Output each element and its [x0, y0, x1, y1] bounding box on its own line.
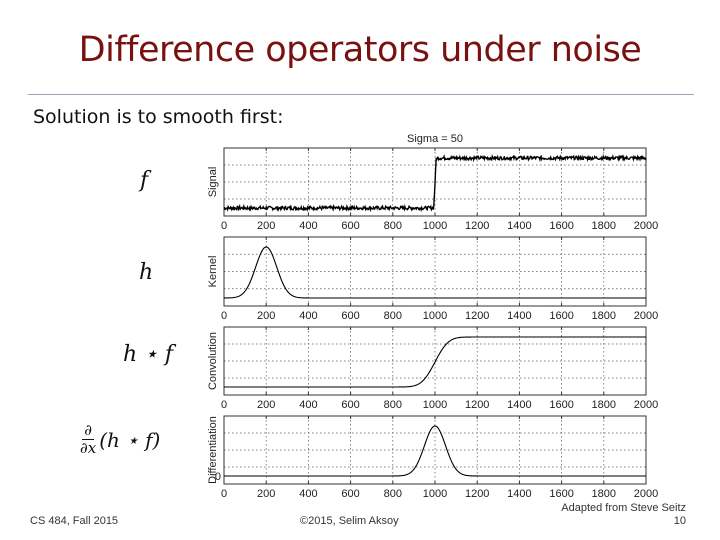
x-tick-label: 1000: [423, 399, 447, 411]
slide-title: Difference operators under noise: [78, 30, 642, 70]
footer-credit: Adapted from Steve Seitz: [561, 502, 686, 514]
x-tick-label: 1200: [465, 399, 489, 411]
x-tick-label: 400: [299, 310, 317, 322]
x-tick-label: 400: [299, 220, 317, 232]
derivative-fraction: ∂ ∂x: [80, 422, 96, 457]
x-tick-label: 1000: [423, 310, 447, 322]
x-tick-label: 1400: [507, 310, 531, 322]
x-tick-label: 400: [299, 488, 317, 500]
y-axis-label: Signal: [207, 167, 219, 198]
series-line-kernel: [224, 246, 646, 299]
x-tick-label: 2000: [634, 310, 658, 322]
x-tick-label: 1200: [465, 310, 489, 322]
y-axis-label: Convolution: [207, 332, 219, 390]
footer-copyright: ©2015, Selim Aksoy: [300, 515, 399, 527]
x-tick-label: 0: [221, 310, 227, 322]
x-tick-label: 0: [221, 220, 227, 232]
plot-frame: [223, 236, 647, 307]
x-tick-label: 800: [384, 399, 402, 411]
x-tick-label: 800: [384, 488, 402, 500]
y-tick-label: 0: [215, 471, 221, 483]
x-tick-label: 800: [384, 310, 402, 322]
x-tick-label: 1600: [549, 220, 573, 232]
x-tick-label: 2000: [634, 220, 658, 232]
x-tick-label: 1800: [592, 488, 616, 500]
chart-title: Sigma = 50: [407, 133, 463, 145]
x-tick-label: 1800: [592, 399, 616, 411]
series-line-signal: [223, 153, 647, 213]
label-convolution: h ⋆ f: [123, 342, 174, 367]
page-number: 10: [673, 515, 686, 527]
x-tick-label: 1400: [507, 220, 531, 232]
x-tick-label: 1600: [549, 310, 573, 322]
derivative-argument: (h ⋆ f): [99, 427, 161, 452]
x-tick-label: 0: [221, 399, 227, 411]
derivative-numerator: ∂: [82, 421, 94, 440]
footer-course: CS 484, Fall 2015: [30, 515, 119, 527]
x-tick-label: 1600: [549, 399, 573, 411]
x-tick-label: 200: [257, 310, 275, 322]
x-tick-label: 600: [341, 488, 359, 500]
x-tick-label: 1400: [507, 399, 531, 411]
x-tick-label: 1800: [592, 220, 616, 232]
x-tick-label: 1400: [507, 488, 531, 500]
x-tick-label: 1800: [592, 310, 616, 322]
x-tick-label: 600: [341, 220, 359, 232]
label-signal-f: f: [140, 168, 149, 193]
x-tick-label: 200: [257, 220, 275, 232]
x-tick-label: 1200: [465, 220, 489, 232]
series-line-differentiation: [224, 425, 646, 477]
x-tick-label: 200: [257, 399, 275, 411]
x-tick-label: 400: [299, 399, 317, 411]
x-tick-label: 600: [341, 310, 359, 322]
x-tick-label: 1600: [549, 488, 573, 500]
x-tick-label: 1200: [465, 488, 489, 500]
x-tick-label: 2000: [634, 399, 658, 411]
derivative-denominator: ∂x: [80, 439, 97, 457]
x-tick-label: 1000: [423, 220, 447, 232]
x-tick-label: 600: [341, 399, 359, 411]
label-kernel-h: h: [139, 260, 154, 285]
x-tick-label: 800: [384, 220, 402, 232]
x-tick-label: 0: [221, 488, 227, 500]
x-tick-label: 200: [257, 488, 275, 500]
footer-attribution: Adapted from Steve Seitz 10: [520, 502, 686, 528]
title-divider: [28, 94, 694, 95]
y-axis-label: Kernel: [207, 256, 219, 288]
x-tick-label: 2000: [634, 488, 658, 500]
label-derivative: ∂ ∂x (h ⋆ f): [80, 422, 160, 457]
y-axis-label: Differentiation: [207, 416, 219, 484]
series-line-convolution: [224, 336, 646, 388]
x-tick-label: 1000: [423, 488, 447, 500]
intro-text: Solution is to smooth first:: [33, 106, 284, 128]
